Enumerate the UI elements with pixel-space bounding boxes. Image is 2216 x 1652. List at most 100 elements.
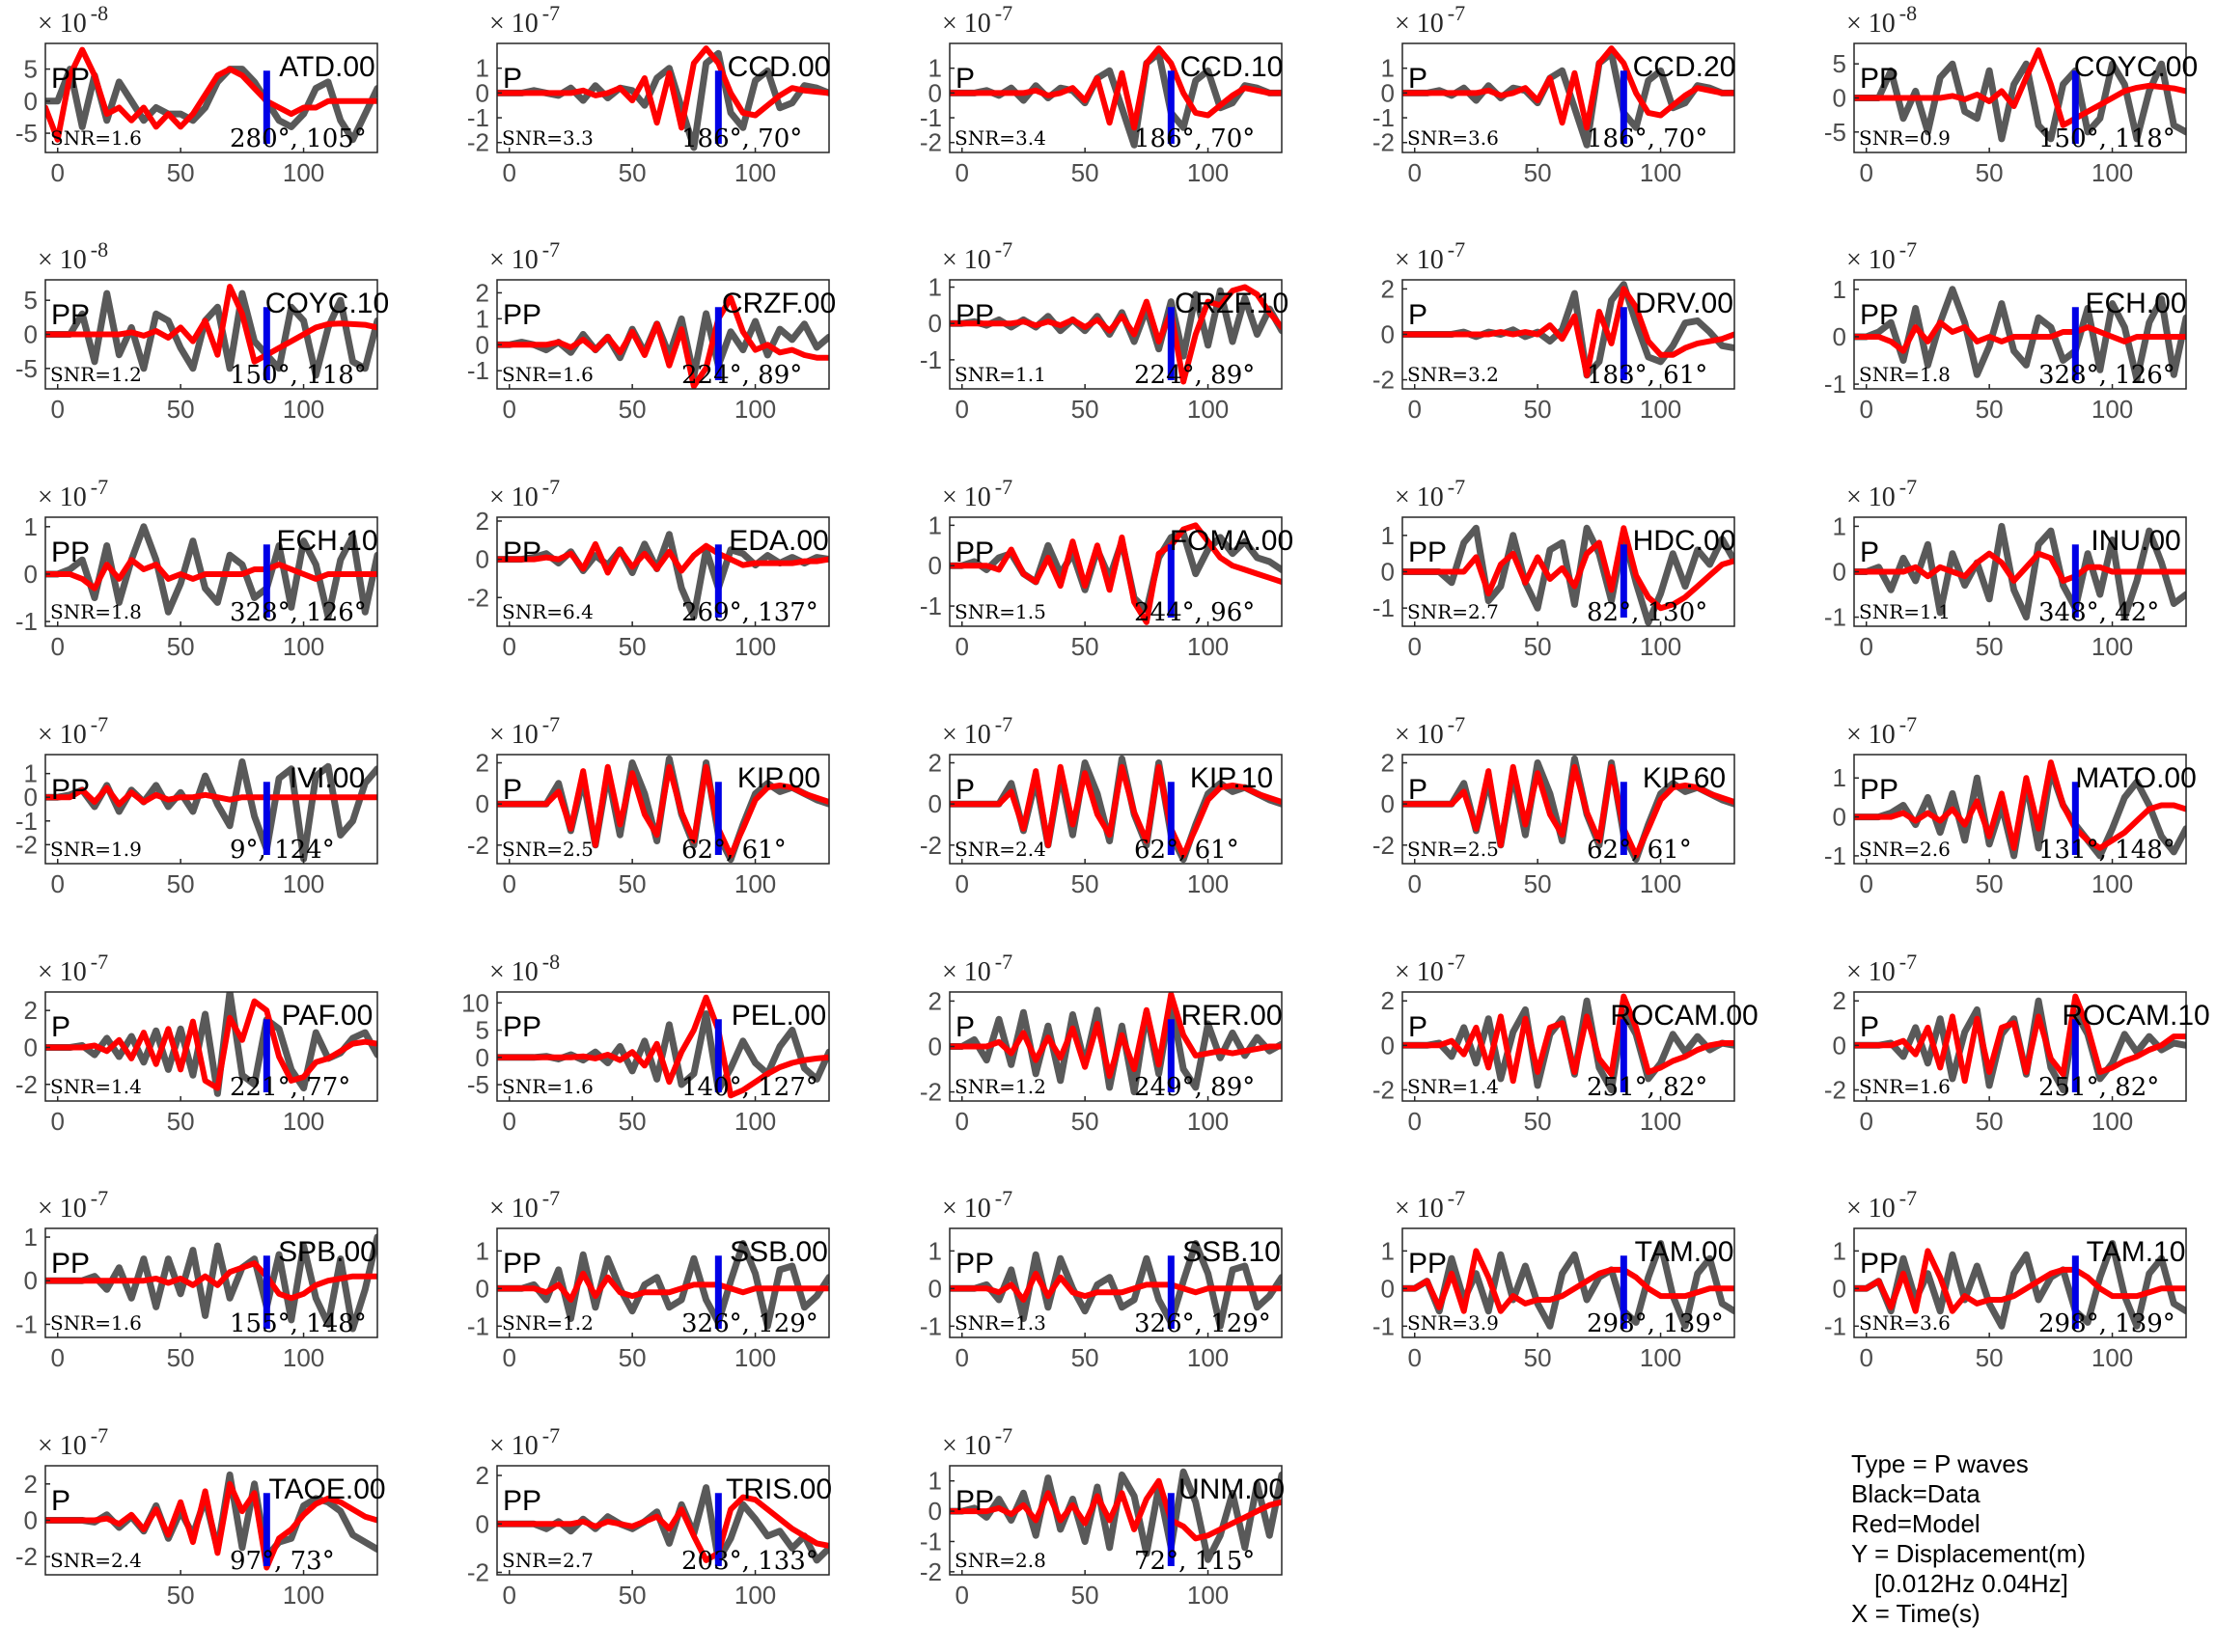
model-trace [45, 46, 377, 143]
y-tick-label: -1 [467, 356, 489, 385]
x-tick-label: 100 [1640, 1343, 1681, 1372]
exponent-base: × 10 [489, 720, 539, 750]
exponent-base: × 10 [1846, 482, 1896, 512]
phase-label: PP [503, 1485, 541, 1517]
phase-label: P [1408, 63, 1427, 95]
phase-label: P [956, 774, 975, 806]
phase-label: P [51, 1485, 70, 1517]
x-tick-label: 50 [1976, 1343, 2004, 1372]
azimuth-distance-label: 155°, 148° [230, 1309, 367, 1338]
axis-exponent: × 10 -7 [38, 950, 108, 987]
x-tick-label: 0 [956, 1107, 969, 1136]
snr-label: SNR=1.6 [502, 1075, 594, 1098]
axes-box [1853, 754, 2187, 865]
x-tick-label: 50 [1524, 632, 1552, 661]
x-tick-label: 100 [1187, 1581, 1229, 1610]
x-tick-label: 50 [619, 1343, 647, 1372]
phase-label: PP [503, 299, 541, 331]
azimuth-distance-label: 326°, 129° [681, 1309, 818, 1338]
x-tick-label: 50 [1071, 158, 1099, 187]
y-tick-label: -1 [15, 1309, 38, 1338]
station-label: ECH.00 [2085, 288, 2186, 319]
y-tick-label: 5 [24, 286, 38, 315]
x-tick-label: 50 [619, 632, 647, 661]
y-tick-label: 0 [1833, 803, 1846, 832]
legend-line-data: Black=Data [1851, 1479, 1981, 1508]
seismogram-panel: 0 50 100 1 0 -1 × 10 -7 INU.00 P SNR=1.1 348°, 42° [1824, 475, 2187, 661]
model-trace [1854, 319, 2186, 354]
model-trace [1402, 286, 1734, 378]
trace-group [950, 755, 1282, 864]
y-tick-label: -1 [15, 607, 38, 636]
phase-label: PP [1860, 63, 1898, 95]
axis-exponent: × 10 -7 [489, 1423, 560, 1461]
seismogram-panel: 0 50 100 1 0 -1 × 10 -7 FOMA.00 PP SNR=1.5 244°, 96… [920, 475, 1293, 661]
station-label: CRZF.10 [1175, 288, 1288, 319]
y-tick-label: 0 [928, 309, 942, 338]
x-tick-label: 0 [1860, 158, 1873, 187]
station-label: COYC.10 [265, 288, 389, 319]
snr-label: SNR=0.9 [1859, 126, 1951, 150]
y-tick-label: -2 [1372, 366, 1395, 395]
model-trace [1402, 525, 1734, 612]
azimuth-distance-label: 298°, 139° [1587, 1309, 1724, 1338]
axis-exponent: × 10 -7 [1395, 237, 1465, 275]
axis-exponent: × 10 -7 [1846, 1186, 1917, 1224]
x-tick-label: 0 [503, 632, 516, 661]
exponent-power: -8 [542, 950, 560, 974]
x-tick-label: 0 [1408, 158, 1422, 187]
phase-label: P [956, 1011, 975, 1043]
exponent-power: -7 [91, 475, 108, 499]
x-tick-label: 0 [1860, 632, 1873, 661]
azimuth-distance-label: 72°, 115° [1134, 1547, 1255, 1576]
snr-label: SNR=1.4 [50, 1075, 142, 1098]
exponent-base: × 10 [1395, 482, 1444, 512]
y-tick-label: -1 [1824, 603, 1846, 632]
exponent-power: -7 [995, 475, 1012, 499]
y-tick-label: 1 [476, 1236, 489, 1265]
trace-group [1854, 47, 2186, 143]
y-tick-label: -2 [15, 1542, 38, 1571]
axes-box [496, 516, 830, 627]
y-tick-label: 10 [461, 988, 489, 1017]
station-label: CCD.00 [728, 51, 831, 83]
azimuth-distance-label: 186°, 70° [681, 124, 802, 153]
model-trace [1402, 763, 1734, 859]
y-tick-label: 1 [1833, 763, 1846, 792]
x-tick-label: 100 [734, 869, 776, 898]
model-trace [1402, 1248, 1734, 1314]
y-tick-label: 0 [1833, 1274, 1846, 1303]
exponent-base: × 10 [1846, 245, 1896, 275]
y-tick-label: 0 [24, 783, 38, 812]
snr-label: SNR=2.6 [1859, 838, 1951, 861]
y-tick-label: -1 [15, 807, 38, 836]
x-tick-label: 50 [167, 1343, 195, 1372]
y-tick-label: 1 [1833, 511, 1846, 540]
trace-group [45, 1233, 377, 1333]
azimuth-distance-label: 82°, 130° [1587, 598, 1707, 627]
y-tick-label: 1 [1381, 1236, 1395, 1265]
snr-label: SNR=3.6 [1407, 126, 1499, 150]
model-trace [950, 45, 1282, 131]
station-label: ATD.00 [279, 51, 374, 83]
model-trace [497, 45, 829, 131]
model-trace [1854, 759, 2186, 851]
y-tick-label: 0 [24, 1266, 38, 1295]
exponent-base: × 10 [489, 1194, 539, 1224]
x-tick-label: 0 [956, 632, 969, 661]
y-tick-label: -2 [1372, 1075, 1395, 1104]
y-tick-label: -2 [467, 1557, 489, 1586]
axes-box [496, 42, 830, 153]
station-label: KIP.00 [737, 762, 820, 794]
x-tick-label: 50 [1071, 395, 1099, 424]
exponent-base: × 10 [1846, 9, 1896, 39]
snr-label: SNR=2.7 [502, 1549, 594, 1572]
data-trace [1854, 1240, 2186, 1330]
axes-box [1401, 754, 1735, 865]
y-tick-label: -2 [467, 128, 489, 157]
snr-label: SNR=3.3 [502, 126, 594, 150]
model-trace [45, 1260, 377, 1302]
